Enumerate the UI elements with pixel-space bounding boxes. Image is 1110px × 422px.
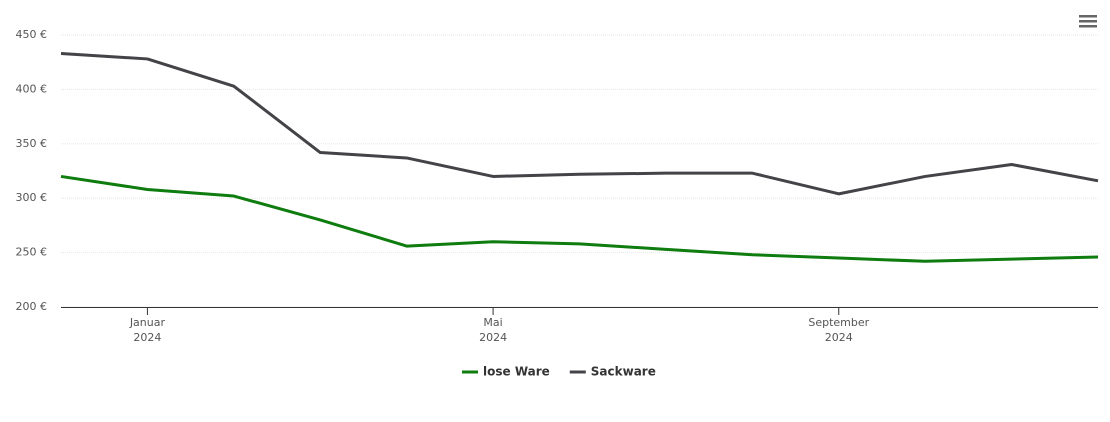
menu-bar	[1079, 20, 1097, 23]
y-tick-label: 450 €	[16, 28, 48, 41]
y-tick-label: 300 €	[16, 191, 48, 204]
line-series	[60, 51, 1099, 196]
line-series	[60, 174, 1099, 263]
y-tick-label: 250 €	[16, 246, 48, 259]
legend-item[interactable]: lose Ware	[462, 365, 550, 379]
legend-text: lose Ware	[483, 365, 550, 379]
y-tick-label: 200 €	[16, 300, 48, 313]
menu-bar	[1079, 25, 1097, 28]
legend-text: Sackware	[591, 365, 656, 379]
x-tick-label: Mai 2024	[479, 316, 507, 344]
menu-bar	[1079, 15, 1097, 18]
x-tick-label: September 2024	[808, 316, 869, 344]
y-tick-label: 400 €	[16, 82, 48, 95]
x-tick-label: Januar 2024	[129, 316, 166, 344]
legend-item[interactable]: Sackware	[569, 365, 656, 379]
y-tick-label: 350 €	[16, 137, 48, 150]
menu-button[interactable]	[1079, 15, 1097, 28]
